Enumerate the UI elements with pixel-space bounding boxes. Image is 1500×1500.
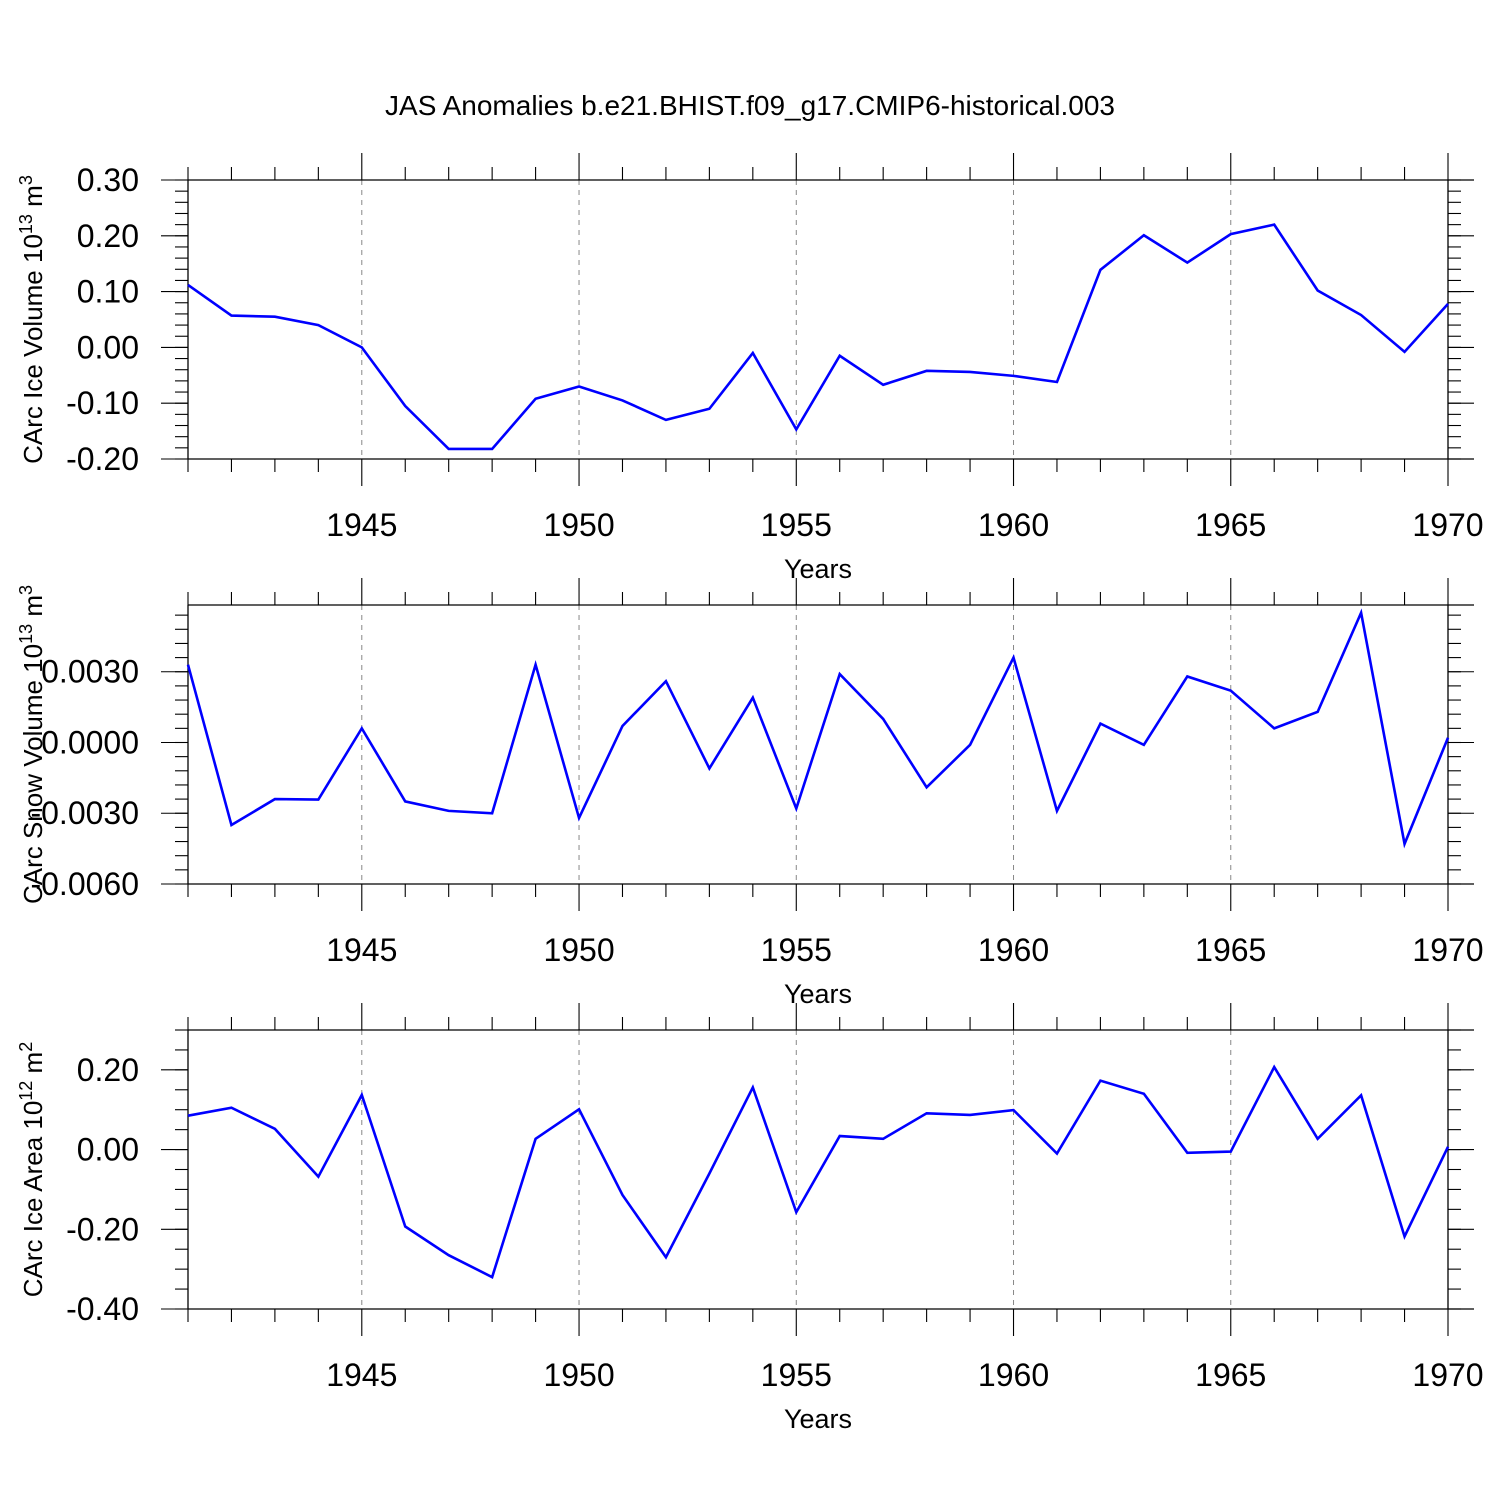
x-tick-label: 1950: [543, 507, 614, 543]
series-line-carc-ice-area: [187, 1064, 1450, 1279]
x-tick-label: 1960: [978, 932, 1049, 968]
chart-panel-1: 1945 1950 1955 1960 1965 1970 Years -0.20 -0.10 0…: [16, 153, 1484, 584]
y-axis-label-text: m: [18, 1052, 48, 1081]
x-tick-label: 1970: [1412, 1357, 1483, 1393]
x-axis-label: Years: [784, 554, 852, 584]
y-tick-label: -0.0030: [30, 795, 139, 831]
series-line-carc-ice-volume: [187, 223, 1449, 451]
y-tick-label: -0.0060: [30, 866, 139, 902]
x-tick-label: 1965: [1195, 1357, 1266, 1393]
y-axis-label-superscript: 3: [16, 585, 36, 595]
x-tick-label: 1965: [1195, 932, 1266, 968]
x-tick-label: 1945: [326, 507, 397, 543]
y-axis-label: CArc Ice Volume 1013 m3: [16, 175, 48, 464]
x-tick-label: 1955: [761, 1357, 832, 1393]
x-tick-label: 1960: [978, 507, 1049, 543]
y-axis-label-text: CArc Snow Volume 10: [18, 644, 48, 904]
y-tick-label: -0.20: [66, 441, 139, 477]
y-axis-label-text: CArc Ice Area 10: [18, 1101, 48, 1298]
y-axis-label: CArc Snow Volume 1013 m3: [16, 585, 48, 904]
y-tick-label: -0.20: [66, 1211, 139, 1247]
x-tick-label: 1965: [1195, 507, 1266, 543]
y-tick-label: 0.20: [77, 1052, 139, 1088]
chart-panel-2: 1945 1950 1955 1960 1965 1970 Years -0.0060 -0.0…: [16, 578, 1484, 1009]
y-axis-label-text: CArc Ice Volume 10: [18, 234, 48, 464]
x-axis-label: Years: [784, 979, 852, 1009]
y-axis-label-text: m: [18, 595, 48, 624]
x-tick-label: 1955: [761, 507, 832, 543]
y-tick-label: 0.20: [77, 218, 139, 254]
y-tick-label: -0.40: [66, 1291, 139, 1327]
chart-panel-3: 1945 1950 1955 1960 1965 1970 Years -0.40 -0.20 0…: [16, 1003, 1484, 1434]
x-tick-label: 1950: [543, 932, 614, 968]
x-tick-label: 1970: [1412, 507, 1483, 543]
y-axis-label-superscript: 3: [16, 175, 36, 185]
y-axis-label-superscript: 12: [16, 1081, 36, 1101]
y-axis-label-superscript: 13: [16, 214, 36, 234]
y-axis-label-text: m: [18, 185, 48, 214]
y-tick-label: -0.10: [66, 385, 139, 421]
y-tick-label: 0.00: [77, 329, 139, 365]
x-axis-label: Years: [784, 1404, 852, 1434]
x-tick-label: 1970: [1412, 932, 1483, 968]
y-tick-label: 0.00: [77, 1132, 139, 1168]
x-tick-label: 1955: [761, 932, 832, 968]
x-tick-label: 1960: [978, 1357, 1049, 1393]
figure-title: JAS Anomalies b.e21.BHIST.f09_g17.CMIP6-…: [385, 90, 1115, 121]
series-line-carc-snow-volume: [186, 608, 1450, 849]
y-tick-label: 0.30: [77, 162, 139, 198]
y-tick-label: 0.0030: [41, 654, 139, 690]
x-tick-label: 1945: [326, 1357, 397, 1393]
x-tick-label: 1945: [326, 932, 397, 968]
y-tick-label: 0.10: [77, 274, 139, 310]
x-tick-label: 1950: [543, 1357, 614, 1393]
y-axis-label-superscript: 13: [16, 624, 36, 644]
y-tick-label: 0.0000: [41, 724, 139, 760]
y-axis-label: CArc Ice Area 1012 m2: [16, 1042, 48, 1297]
y-axis-label-superscript: 2: [16, 1042, 36, 1052]
